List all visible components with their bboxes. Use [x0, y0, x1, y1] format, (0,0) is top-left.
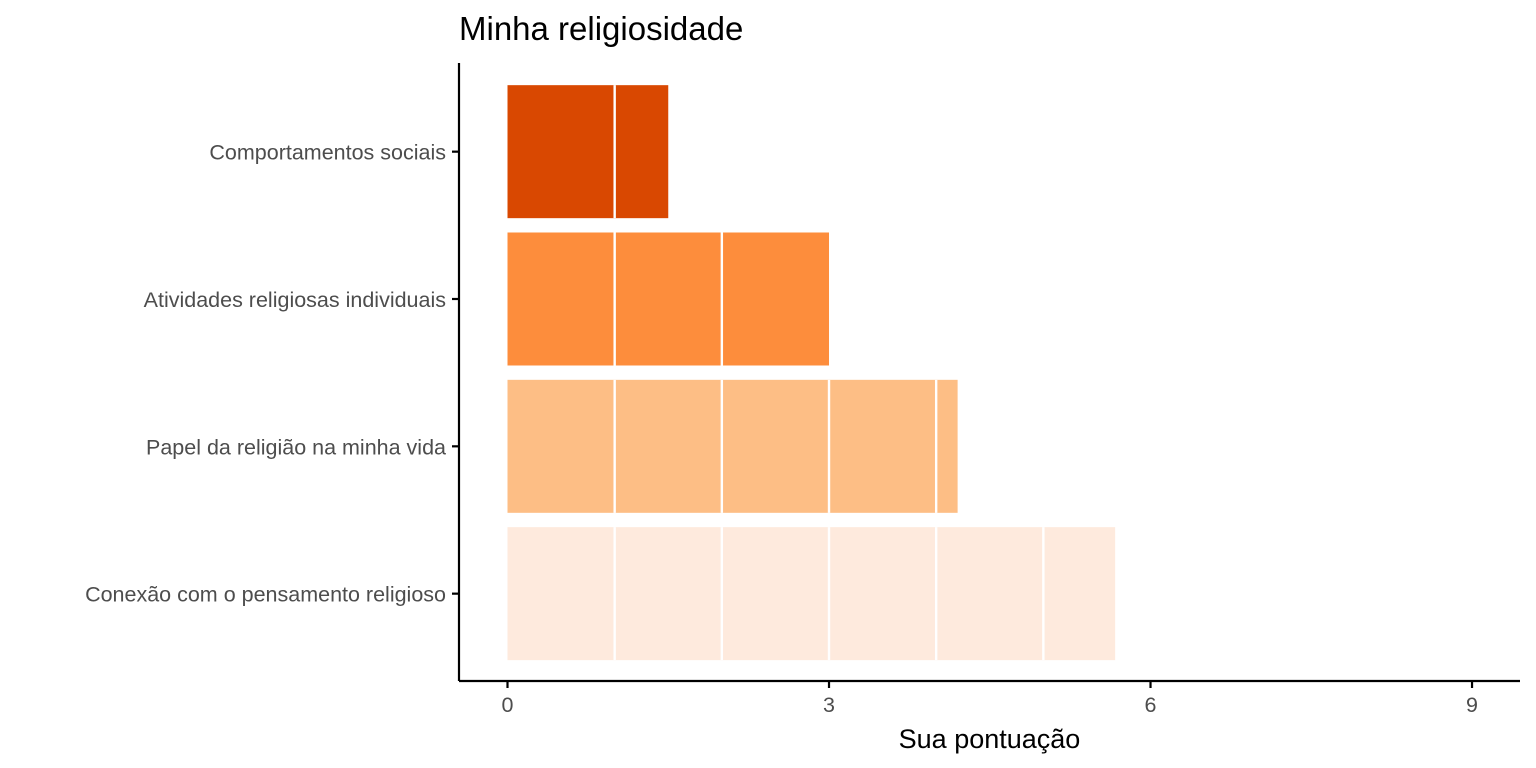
bar	[507, 527, 1116, 661]
y-tick-label: Papel da religião na minha vida	[146, 435, 446, 459]
y-axis-ticks: Comportamentos sociais Atividades religio…	[85, 141, 459, 607]
bar	[507, 232, 830, 366]
x-axis-ticks: 0 3 6 9	[502, 681, 1478, 717]
y-tick-label: Comportamentos sociais	[209, 141, 446, 165]
bar	[507, 85, 669, 219]
y-tick-label: Conexão com o pensamento religioso	[85, 583, 446, 607]
x-axis-title: Sua pontuação	[899, 724, 1081, 754]
x-tick-label: 6	[1145, 693, 1157, 717]
x-tick-label: 3	[823, 693, 835, 717]
bars-group	[507, 85, 1116, 661]
x-tick-label: 9	[1466, 693, 1478, 717]
y-tick-label: Atividades religiosas individuais	[144, 288, 446, 312]
bar	[507, 379, 958, 513]
chart-title: Minha religiosidade	[459, 10, 744, 47]
segment-dividers	[613, 85, 1045, 661]
x-tick-label: 0	[502, 693, 514, 717]
